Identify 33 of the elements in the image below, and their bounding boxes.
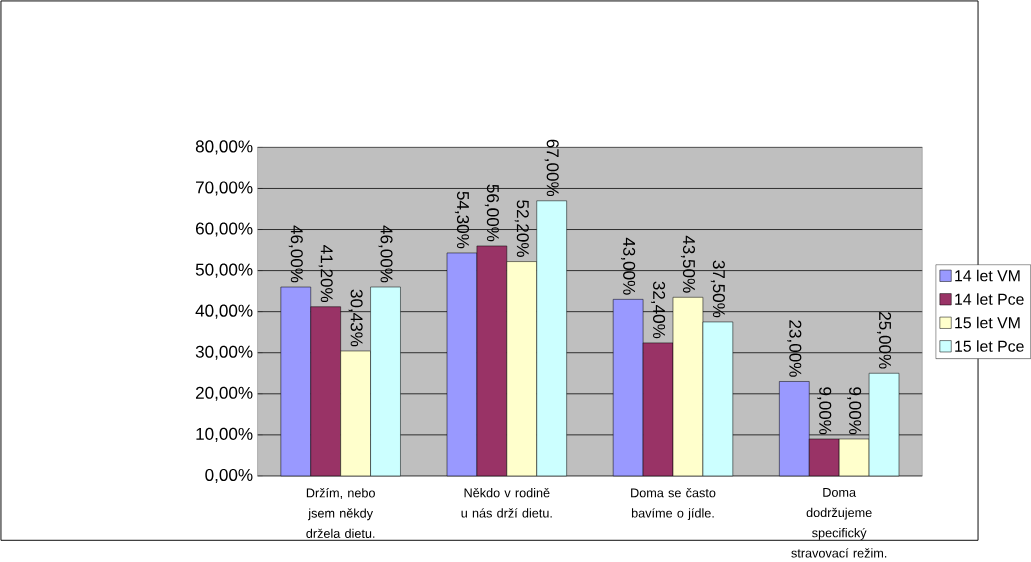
legend-label: 15 let VM [955, 316, 1020, 329]
y-tick-label: 0,00% [205, 468, 253, 484]
data-label: 52,20% [514, 200, 529, 257]
x-tick-label: Někdo v rodině u nás drží dietu. [461, 488, 552, 518]
data-label: 9,00% [847, 387, 862, 435]
data-label: 41,20% [318, 245, 333, 303]
x-tick-label: Držím, nebo jsem někdy držela dietu. [306, 488, 375, 539]
y-tick-label: 80,00% [195, 140, 253, 155]
data-label: 46,00% [288, 225, 303, 283]
data-label: 67,00% [544, 139, 559, 197]
data-label: 56,00% [484, 184, 499, 242]
y-tick-label: 20,00% [195, 386, 253, 401]
data-label: 25,00% [876, 312, 892, 369]
y-tick-label: 70,00% [196, 181, 253, 196]
legend-label: 14 let VM [955, 269, 1020, 282]
legend-label: 15 let Pce [955, 340, 1024, 352]
data-label: 43,00% [621, 237, 636, 295]
data-label: 37,50% [710, 260, 725, 318]
y-tick-label: 40,00% [195, 304, 253, 319]
data-label: 32,40% [650, 281, 666, 339]
y-tick-label: 50,00% [195, 263, 253, 278]
data-label: 23,00% [787, 320, 802, 377]
data-label: 9,00% [817, 387, 832, 435]
x-tick-label: Doma dodržujeme specifický stravovací režim. [791, 488, 887, 558]
data-label: 43,50% [680, 235, 696, 293]
data-label: 30,43% [348, 289, 363, 347]
y-tick-label: 60,00% [196, 222, 253, 237]
y-tick-label: 30,00% [195, 345, 253, 360]
y-tick-label: 10,00% [196, 427, 253, 443]
data-label: 46,00% [378, 225, 393, 283]
x-tick-label: Doma se často bavíme o jídle. [631, 488, 716, 521]
legend-label: 14 let Pce [955, 293, 1024, 305]
data-label: 54,30% [454, 191, 470, 249]
